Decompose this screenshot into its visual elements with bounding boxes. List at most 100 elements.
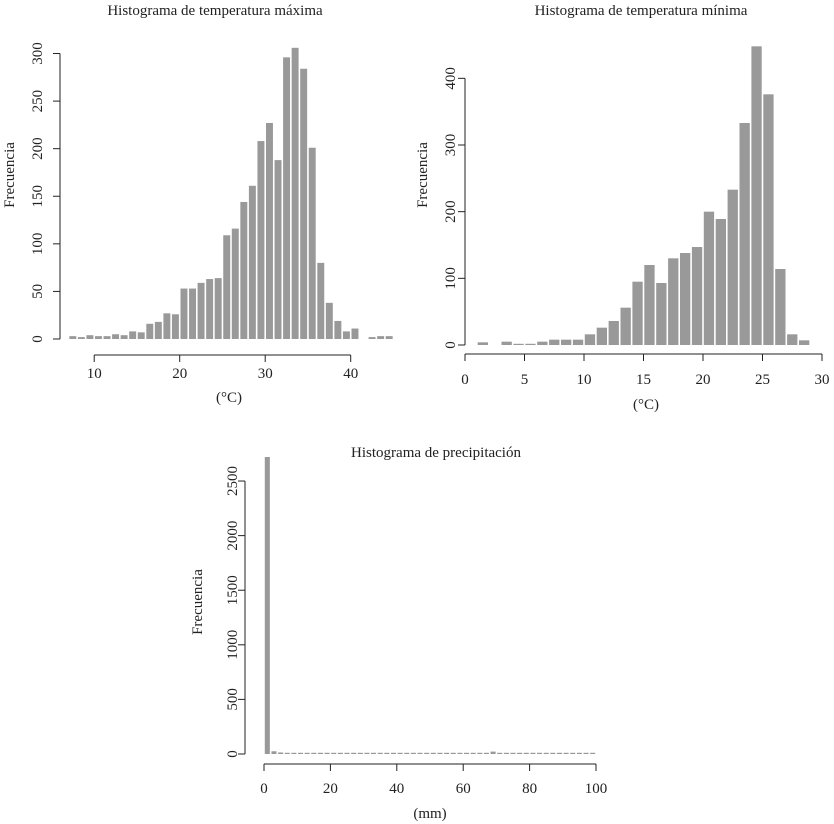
- histogram-bar: [787, 334, 798, 345]
- histogram-bar: [266, 122, 273, 339]
- histogram-bar: [351, 328, 359, 339]
- histogram-bar: [763, 94, 774, 345]
- histogram-bar: [189, 288, 196, 339]
- histogram-bar: [668, 258, 679, 345]
- y-tick-label: 2500: [225, 466, 241, 496]
- histogram-bar: [510, 752, 516, 754]
- histogram-bar: [344, 752, 350, 754]
- histogram-bar: [543, 752, 549, 754]
- histogram-bar: [501, 341, 512, 345]
- histogram-bar: [69, 336, 77, 339]
- y-tick-label: 1500: [225, 575, 241, 605]
- histogram-bar: [530, 752, 536, 754]
- histogram-bar: [384, 752, 390, 754]
- histogram-bar: [799, 340, 810, 345]
- histogram-bar: [561, 339, 572, 345]
- y-tick-label: 1000: [225, 630, 241, 660]
- histogram-bar: [371, 752, 377, 754]
- histogram-bar: [390, 752, 396, 754]
- histogram-bar: [86, 335, 94, 339]
- histogram-bar: [129, 331, 137, 339]
- histogram-bar: [424, 752, 430, 754]
- y-tick-label: 100: [443, 267, 459, 290]
- histogram-bar: [572, 339, 584, 345]
- histogram-bar: [248, 185, 256, 339]
- x-tick-label: 20: [696, 372, 711, 388]
- histogram-bar: [680, 253, 691, 345]
- histogram-bar: [751, 46, 762, 345]
- histogram-bar: [715, 219, 726, 345]
- histogram-bar: [342, 331, 350, 339]
- x-axis: 10 20 30 40: [87, 354, 358, 382]
- histogram-bar: [497, 752, 503, 754]
- histogram-bar: [311, 752, 317, 754]
- histogram-bar: [417, 752, 423, 754]
- x-tick-label: 0: [260, 781, 268, 797]
- histogram-bar: [523, 752, 529, 754]
- bars: [69, 47, 393, 340]
- histogram-bar: [95, 336, 102, 339]
- chart-title: Histograma de temperatura mínima: [535, 3, 748, 19]
- histogram-bar: [464, 752, 470, 754]
- x-tick-label: 10: [87, 366, 102, 382]
- y-tick-label: 0: [30, 335, 46, 343]
- bars: [477, 46, 810, 345]
- histogram-bar: [351, 752, 357, 754]
- histogram-bar: [368, 337, 376, 339]
- histogram-bar: [231, 228, 239, 339]
- histogram-bar: [206, 279, 214, 339]
- histogram-bar: [570, 752, 576, 754]
- histogram-bar: [503, 752, 509, 754]
- histogram-bar: [775, 269, 786, 345]
- histogram-bar: [470, 752, 476, 754]
- x-axis: 0 20 40 60 80 100: [260, 763, 607, 797]
- histogram-bar: [584, 334, 596, 345]
- histogram-bar: [308, 147, 316, 339]
- y-tick-label: 500: [225, 688, 241, 711]
- histogram-bar: [556, 752, 562, 754]
- histogram-bar: [364, 752, 370, 754]
- histogram-bar: [583, 752, 589, 754]
- histogram-bar: [450, 752, 456, 754]
- y-axis-label: Frecuencia: [190, 569, 206, 635]
- x-tick-label: 60: [456, 781, 471, 797]
- histogram-bar: [284, 752, 290, 754]
- histogram-bar: [377, 336, 385, 339]
- histogram-bar: [444, 752, 450, 754]
- histogram-bar: [112, 334, 120, 339]
- histogram-bar: [537, 341, 548, 345]
- x-tick-label: 5: [521, 372, 529, 388]
- x-tick-label: 30: [815, 372, 830, 388]
- y-axis-label: Frecuencia: [2, 142, 18, 208]
- x-tick-label: 40: [389, 781, 404, 797]
- y-tick-label: 0: [443, 341, 459, 349]
- x-tick-label: 0: [461, 372, 469, 388]
- histogram-bar: [278, 752, 284, 754]
- histogram-bar: [590, 752, 596, 754]
- y-axis: 0 50 100 150 200 250 300: [30, 42, 61, 343]
- histogram-bar: [334, 320, 342, 339]
- histogram-bar: [385, 336, 393, 339]
- histogram-bar: [513, 343, 524, 345]
- histogram-bar: [298, 752, 304, 754]
- y-axis-label: Frecuencia: [415, 142, 431, 208]
- histogram-bar: [146, 323, 154, 339]
- histogram-bar: [620, 307, 631, 345]
- chart-title: Histograma de temperatura máxima: [107, 3, 323, 19]
- tmin-histogram: Histograma de temperatura mínima Frecuen…: [415, 3, 830, 413]
- histogram-bar: [77, 337, 85, 339]
- x-tick-label: 20: [323, 781, 338, 797]
- histogram-bar: [300, 68, 308, 340]
- x-tick-label: 20: [172, 366, 187, 382]
- histogram-bar: [357, 752, 363, 754]
- y-axis: 0 100 200 300 400: [443, 67, 466, 349]
- x-tick-label: 15: [636, 372, 651, 388]
- x-tick-label: 25: [755, 372, 770, 388]
- y-tick-label: 2000: [225, 521, 241, 551]
- histogram-bar: [437, 752, 443, 754]
- histogram-bar: [576, 752, 582, 754]
- histogram-bar: [430, 752, 436, 754]
- y-tick-label: 300: [30, 42, 46, 65]
- histogram-bar: [563, 752, 569, 754]
- histogram-bar: [410, 752, 416, 754]
